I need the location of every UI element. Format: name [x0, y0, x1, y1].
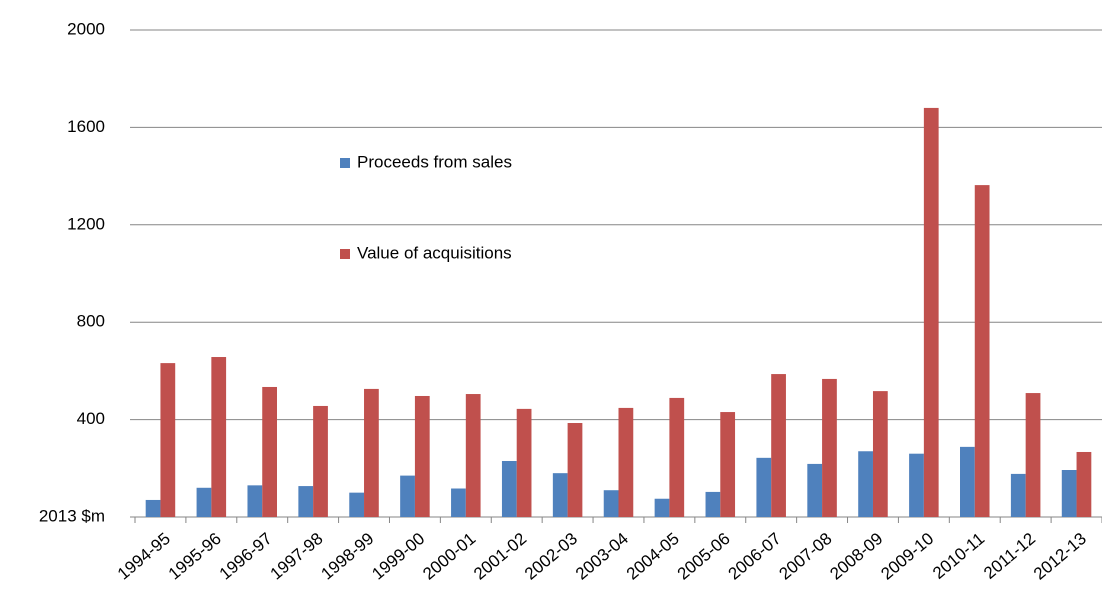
x-tick-label: 2000-01	[419, 529, 479, 584]
bar	[705, 491, 721, 517]
bar	[516, 408, 532, 517]
x-tick-label: 1999-00	[368, 529, 428, 584]
legend-label: Proceeds from sales	[357, 152, 512, 171]
bar	[669, 397, 685, 517]
bar	[364, 388, 379, 517]
bar	[822, 378, 837, 517]
bar	[872, 391, 888, 517]
bar	[400, 475, 415, 517]
bar	[923, 107, 939, 518]
bar	[771, 374, 786, 517]
legend-label: Value of acquisitions	[357, 243, 512, 262]
y-tick-label: 2013 $m	[39, 506, 105, 525]
bar	[603, 490, 619, 517]
bar	[262, 386, 277, 517]
x-tick-label: 2009-10	[877, 529, 937, 584]
x-tick-label: 1998-99	[317, 529, 377, 584]
x-tick-label: 2006-07	[725, 529, 785, 584]
y-tick-label: 1200	[67, 214, 105, 233]
x-tick-label: 2007-08	[776, 529, 836, 584]
bar	[654, 498, 670, 517]
bar	[414, 395, 430, 517]
bar	[160, 363, 176, 517]
bar	[196, 487, 212, 517]
x-tick-label: 2001-02	[470, 529, 530, 584]
bar	[1061, 470, 1077, 517]
x-tick-label: 2004-05	[623, 529, 683, 584]
bar	[1010, 473, 1026, 517]
bar	[720, 412, 736, 517]
x-tick-label: 2011-12	[980, 529, 1039, 583]
bar	[618, 407, 634, 517]
legend-swatch	[340, 158, 350, 168]
y-tick-label: 400	[77, 409, 105, 428]
bar	[145, 499, 161, 517]
bar	[960, 446, 975, 517]
bar	[501, 460, 517, 517]
x-tick-label: 1995-96	[165, 529, 225, 584]
bar	[1025, 393, 1041, 517]
x-tick-label: 2008-09	[826, 529, 886, 584]
bar	[858, 451, 873, 517]
bar	[909, 453, 924, 517]
bar	[807, 463, 823, 517]
bar	[1076, 451, 1092, 517]
x-tick-label: 2005-06	[674, 529, 734, 584]
y-tick-label: 2000	[67, 19, 105, 38]
bar	[756, 457, 772, 517]
bar	[451, 488, 466, 517]
y-tick-label: 1600	[67, 117, 105, 136]
bar	[247, 485, 263, 517]
x-tick-label: 1994-95	[114, 529, 174, 584]
bar	[567, 423, 583, 517]
x-tick-label: 2002-03	[521, 529, 581, 584]
x-tick-label: 2010-11	[929, 529, 988, 583]
bar	[465, 394, 481, 517]
x-tick-label: 2003-04	[572, 529, 632, 584]
y-tick-label: 800	[77, 312, 105, 331]
bar	[211, 357, 227, 517]
bar	[298, 486, 314, 517]
bar	[552, 473, 568, 517]
x-tick-label: 1997-98	[267, 529, 327, 584]
x-tick-label: 2012-13	[1030, 529, 1090, 584]
legend-swatch	[340, 249, 350, 259]
x-tick-label: 1996-97	[216, 529, 276, 584]
bar	[349, 492, 365, 517]
bar	[313, 405, 328, 517]
bar	[974, 185, 990, 517]
